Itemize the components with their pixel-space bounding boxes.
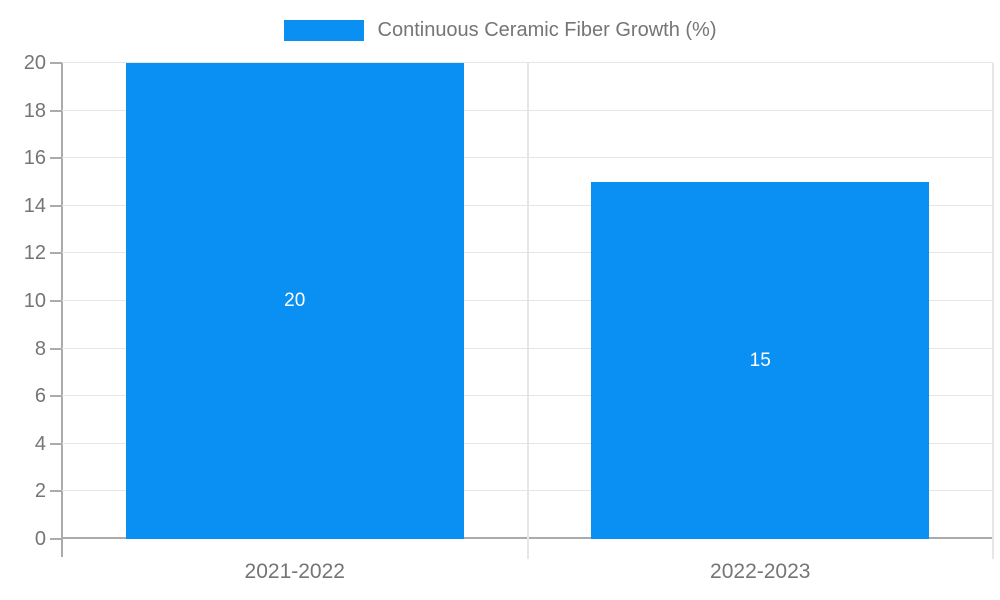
y-tick-mark xyxy=(50,109,62,112)
y-tick-mark xyxy=(50,300,62,302)
bar[interactable]: 20 xyxy=(125,63,464,539)
y-tick-label: 10 xyxy=(23,290,46,312)
bar-value-label: 15 xyxy=(749,349,771,371)
x-tick-label: 2022-2023 xyxy=(710,560,811,583)
y-tick-label: 14 xyxy=(23,194,46,217)
y-tick-label: 12 xyxy=(23,242,46,265)
bar[interactable]: 15 xyxy=(591,182,930,539)
y-tick-label: 18 xyxy=(23,99,46,122)
y-tick-label: 16 xyxy=(23,147,46,170)
legend: Continuous Ceramic Fiber Growth (%) xyxy=(0,17,1000,43)
y-tick-mark xyxy=(50,62,62,64)
y-tick-mark xyxy=(50,442,62,445)
y-tick-label: 20 xyxy=(23,52,46,74)
legend-swatch-icon[interactable] xyxy=(283,19,364,41)
x-category-boundary xyxy=(992,63,994,559)
y-tick-mark xyxy=(50,204,62,207)
y-tick-mark xyxy=(50,538,62,540)
y-axis-line xyxy=(61,63,63,557)
grid-line-y xyxy=(62,62,993,63)
y-tick-mark xyxy=(50,395,62,398)
y-tick-mark xyxy=(50,490,62,493)
y-tick-mark xyxy=(50,252,62,255)
y-tick-label: 6 xyxy=(34,385,46,408)
y-tick-label: 8 xyxy=(34,337,46,360)
y-tick-mark xyxy=(50,157,62,160)
y-tick-mark xyxy=(50,347,62,350)
x-category-boundary xyxy=(526,63,529,559)
y-tick-label: 0 xyxy=(34,528,46,550)
bar-value-label: 20 xyxy=(284,290,306,311)
y-tick-label: 4 xyxy=(34,432,46,455)
x-tick-label: 2021-2022 xyxy=(244,560,345,583)
y-tick-label: 2 xyxy=(34,480,46,503)
legend-label[interactable]: Continuous Ceramic Fiber Growth (%) xyxy=(377,18,717,41)
